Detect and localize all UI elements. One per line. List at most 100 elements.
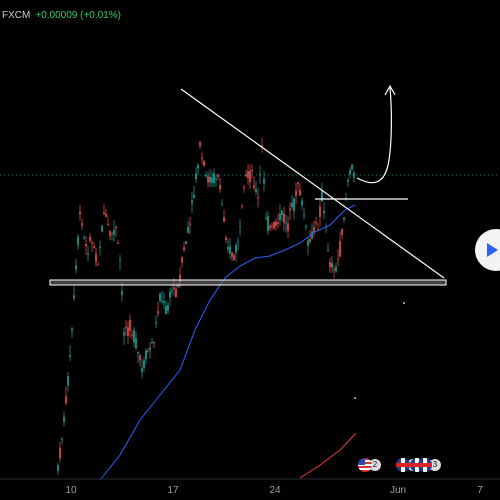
candle-body (305, 226, 307, 228)
x-axis-label: 17 (167, 485, 179, 496)
candle-body (315, 222, 317, 224)
candle-body (309, 238, 311, 242)
candle-body (313, 227, 315, 233)
candle-body (183, 247, 185, 251)
candle-body (169, 291, 171, 298)
candle-body (131, 334, 133, 336)
candle-body (165, 306, 167, 314)
candle-body (153, 341, 155, 343)
candle-body (129, 319, 131, 331)
candle-body (291, 202, 293, 208)
candle-body (273, 222, 275, 229)
candle-body (323, 210, 325, 214)
candle-body (205, 174, 207, 177)
candle-body (159, 293, 161, 301)
candle-body (65, 396, 67, 404)
candle-body (143, 360, 145, 368)
candle-body (241, 205, 243, 207)
event-count: 3 (429, 459, 441, 471)
candle-body (75, 265, 77, 270)
candle-body (197, 164, 199, 169)
candle-body (253, 185, 255, 188)
candle-body (89, 236, 91, 241)
candle-body (229, 246, 231, 254)
candle-body (231, 252, 233, 257)
candle-body (111, 232, 113, 234)
candle-body (93, 246, 95, 248)
candle-body (243, 186, 245, 188)
candle-body (103, 212, 105, 215)
candle-body (177, 285, 179, 288)
candle-body (135, 338, 137, 349)
candle-body (57, 465, 59, 471)
candle-body (113, 229, 115, 235)
candle-body (303, 215, 305, 217)
candle-body (109, 230, 111, 237)
descending-trendline (180, 88, 445, 279)
candle-body (115, 226, 117, 228)
candle-body (225, 237, 227, 241)
candle-body (121, 290, 123, 295)
candle-body (161, 300, 163, 302)
candle-body (73, 295, 75, 299)
candle-body (283, 213, 285, 223)
candle-body (123, 332, 125, 336)
candle-body (331, 262, 333, 268)
candle-body (207, 176, 209, 183)
candle-body (317, 229, 319, 231)
candlestick-series (57, 138, 355, 476)
candle-body (233, 255, 235, 261)
candle-body (81, 223, 83, 226)
candle-body (339, 241, 341, 257)
candle-body (281, 210, 283, 215)
candle-body (293, 198, 295, 212)
candle-body (125, 326, 127, 329)
candle-body (193, 194, 195, 199)
candle-body (63, 416, 65, 422)
symbol-name[interactable]: FXCM (2, 9, 31, 21)
candle-body (69, 354, 71, 357)
candle-body (301, 200, 303, 206)
candle-body (333, 269, 335, 271)
candle-body (203, 160, 205, 166)
candle-body (213, 173, 215, 183)
candle-body (179, 274, 181, 282)
candle-body (341, 228, 343, 235)
candle-body (237, 241, 239, 243)
candle-body (181, 257, 183, 263)
candle-body (211, 177, 213, 183)
candle-body (61, 438, 63, 440)
candle-body (139, 355, 141, 361)
us-flag-icon (358, 458, 372, 472)
candle-body (155, 322, 157, 324)
candle-body (149, 347, 151, 350)
candle-body (239, 226, 241, 228)
economic-event-us[interactable]: 2 (358, 457, 381, 473)
candle-body (347, 179, 349, 182)
candle-body (265, 218, 267, 220)
marker-dot (354, 397, 356, 399)
candle-body (219, 185, 221, 190)
candle-body (289, 208, 291, 211)
candle-body (221, 204, 223, 206)
candle-body (285, 222, 287, 224)
candle-body (235, 245, 237, 253)
candle-body (99, 246, 101, 248)
candle-body (87, 253, 89, 256)
marker-dot (403, 302, 405, 304)
candle-body (319, 206, 321, 217)
candle-body (119, 260, 121, 262)
gb-flag-icon (396, 458, 410, 472)
candle-body (167, 305, 169, 311)
x-axis-label: 7 (477, 485, 483, 496)
candle-body (173, 287, 175, 290)
candle-body (263, 178, 265, 184)
gb-flag-icon (418, 458, 432, 472)
candle-body (195, 173, 197, 180)
candle-body (151, 341, 153, 344)
economic-event-gb[interactable]: 3 (418, 457, 441, 473)
candle-body (297, 182, 299, 185)
candle-body (311, 231, 313, 239)
candle-body (257, 197, 259, 199)
